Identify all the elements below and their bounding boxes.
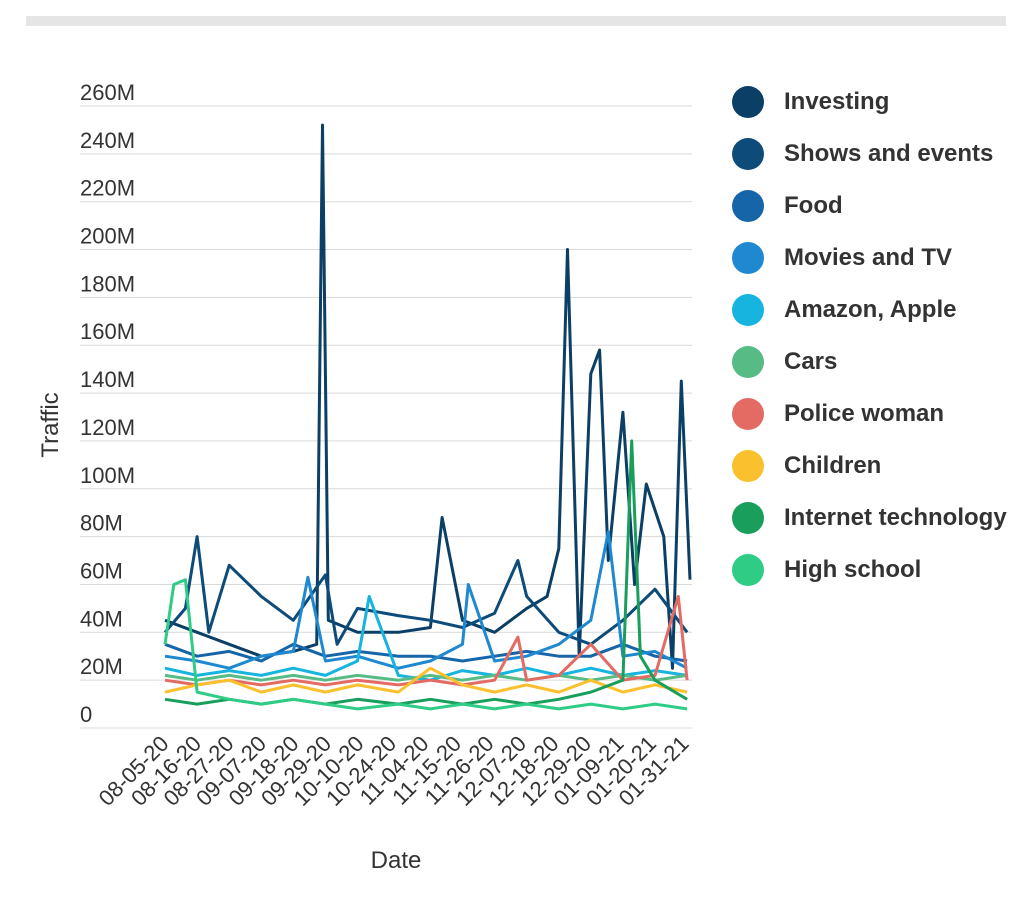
series-lines — [163, 123, 692, 711]
x-axis-title: Date — [371, 847, 422, 874]
legend-swatch — [732, 450, 764, 482]
legend-label: Food — [784, 192, 843, 219]
legend-swatch — [732, 502, 764, 534]
y-axis-ticks: 0 20M 40M 60M 80M 100M 120M 140M 160M 180M 200M 220… — [80, 80, 135, 727]
legend-item: Food — [732, 190, 1022, 222]
series-line-children — [164, 666, 688, 694]
legend-item: Cars — [732, 346, 1022, 378]
legend-item: Police woman — [732, 398, 1022, 430]
legend-label: Cars — [784, 348, 838, 375]
legend-swatch — [732, 398, 764, 430]
legend-label: Amazon, Apple — [784, 296, 957, 323]
y-tick-label: 60M — [80, 558, 123, 583]
legend-item: Children — [732, 450, 1022, 482]
legend-label: Children — [784, 452, 882, 479]
legend-label: Movies and TV — [784, 244, 953, 271]
legend-label: High school — [784, 556, 922, 583]
series-line-high-school — [163, 578, 688, 711]
series-line-food — [164, 642, 688, 663]
gridlines — [80, 105, 692, 729]
legend-swatch — [732, 242, 764, 274]
header-bar — [26, 16, 1006, 26]
legend-label: Police woman — [784, 400, 945, 427]
y-tick-label: 160M — [80, 319, 135, 344]
legend-label: Shows and events — [784, 140, 994, 167]
legend-swatch — [732, 554, 764, 586]
y-tick-label: 180M — [80, 271, 135, 296]
legend-item: Internet technology — [732, 502, 1022, 534]
y-tick-label: 140M — [80, 367, 135, 392]
legend-item: Shows and events — [732, 138, 1022, 170]
legend-item: Amazon, Apple — [732, 294, 1022, 326]
legend-swatch — [732, 190, 764, 222]
legend-swatch — [732, 346, 764, 378]
y-tick-label: 240M — [80, 128, 135, 153]
series-line-movies-and-tv — [164, 530, 688, 670]
legend-swatch — [732, 86, 764, 118]
y-tick-label: 100M — [80, 463, 135, 488]
series-line-amazon-apple — [164, 594, 688, 682]
legend-item: Movies and TV — [732, 242, 1022, 274]
y-axis-title: Traffic — [37, 392, 64, 457]
legend-item: Investing — [732, 86, 1022, 118]
series-line-investing — [164, 123, 692, 670]
legend-swatch — [732, 294, 764, 326]
y-tick-label: 80M — [80, 511, 123, 536]
y-tick-label: 260M — [80, 80, 135, 105]
y-tick-label: 220M — [80, 176, 135, 201]
series-line-shows-and-events — [163, 535, 689, 646]
series-line-cars — [164, 673, 688, 682]
legend-item: High school — [732, 554, 1022, 586]
y-tick-label: 120M — [80, 415, 135, 440]
y-tick-label: 40M — [80, 606, 123, 631]
legend-label: Internet technology — [784, 504, 1007, 531]
legend: Investing Shows and events Food Movies and … — [732, 86, 1022, 606]
legend-swatch — [732, 138, 764, 170]
y-tick-label: 20M — [80, 654, 123, 679]
x-axis-ticks: 08-05-2008-16-2008-27-2009-07-2009-18-20… — [94, 731, 694, 811]
y-tick-label: 0 — [80, 702, 92, 727]
y-tick-label: 200M — [80, 224, 135, 249]
legend-label: Investing — [784, 88, 890, 115]
